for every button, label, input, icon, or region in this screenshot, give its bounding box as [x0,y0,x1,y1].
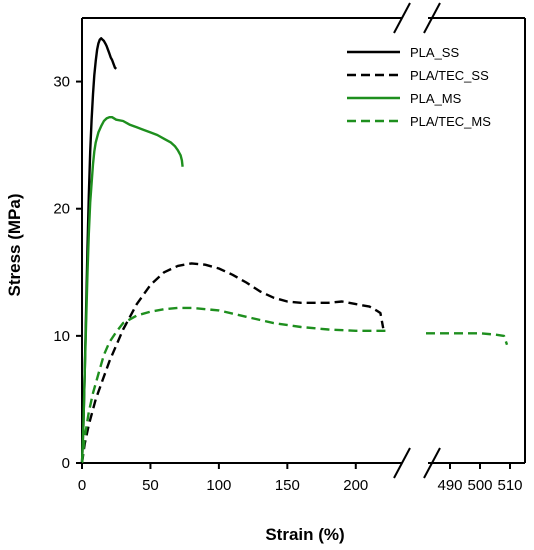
x-tick-label: 500 [467,477,492,494]
legend-label-pla-ss: PLA_SS [410,45,459,60]
axis-break-mark [423,447,441,479]
y-axis-title: Stress (MPa) [5,194,24,297]
y-tick-label: 10 [53,328,70,345]
x-tick-label: 100 [206,477,231,494]
x-tick-label: 50 [142,477,159,494]
x-tick-label: 200 [343,477,368,494]
x-tick-label: 150 [275,477,300,494]
series-pla-tec-ss-line [80,262,385,464]
x-tick-label: 0 [78,477,86,494]
axis-break-mark [393,2,411,34]
axis-break-mark [393,447,411,479]
legend-label-pla-tec-ss: PLA/TEC_SS [410,68,489,83]
plot-frame [81,17,526,464]
x-tick-label: 490 [437,477,462,494]
legend: PLA_SS PLA/TEC_SS PLA_MS PLA/TEC_MS [347,45,491,129]
y-tick-label: 20 [53,201,70,218]
x-axis-title: Strain (%) [265,525,344,544]
series-pla-tec-ms-line [80,306,390,464]
axis-break-mark [423,2,441,34]
series-pla-ms-line [80,116,184,464]
axis-break-marks [393,2,441,479]
legend-label-pla-ms: PLA_MS [410,91,462,106]
tick-layer: 0 10 20 30 0 50 100 150 200 490 500 510 [53,74,522,494]
y-tick-label: 30 [53,74,70,91]
y-tick-label: 0 [62,455,70,472]
x-tick-label: 510 [497,477,522,494]
series-layer [80,37,509,464]
legend-label-pla-tec-ms: PLA/TEC_MS [410,114,491,129]
series-pla-tec-ms-line-after-break [426,332,509,346]
